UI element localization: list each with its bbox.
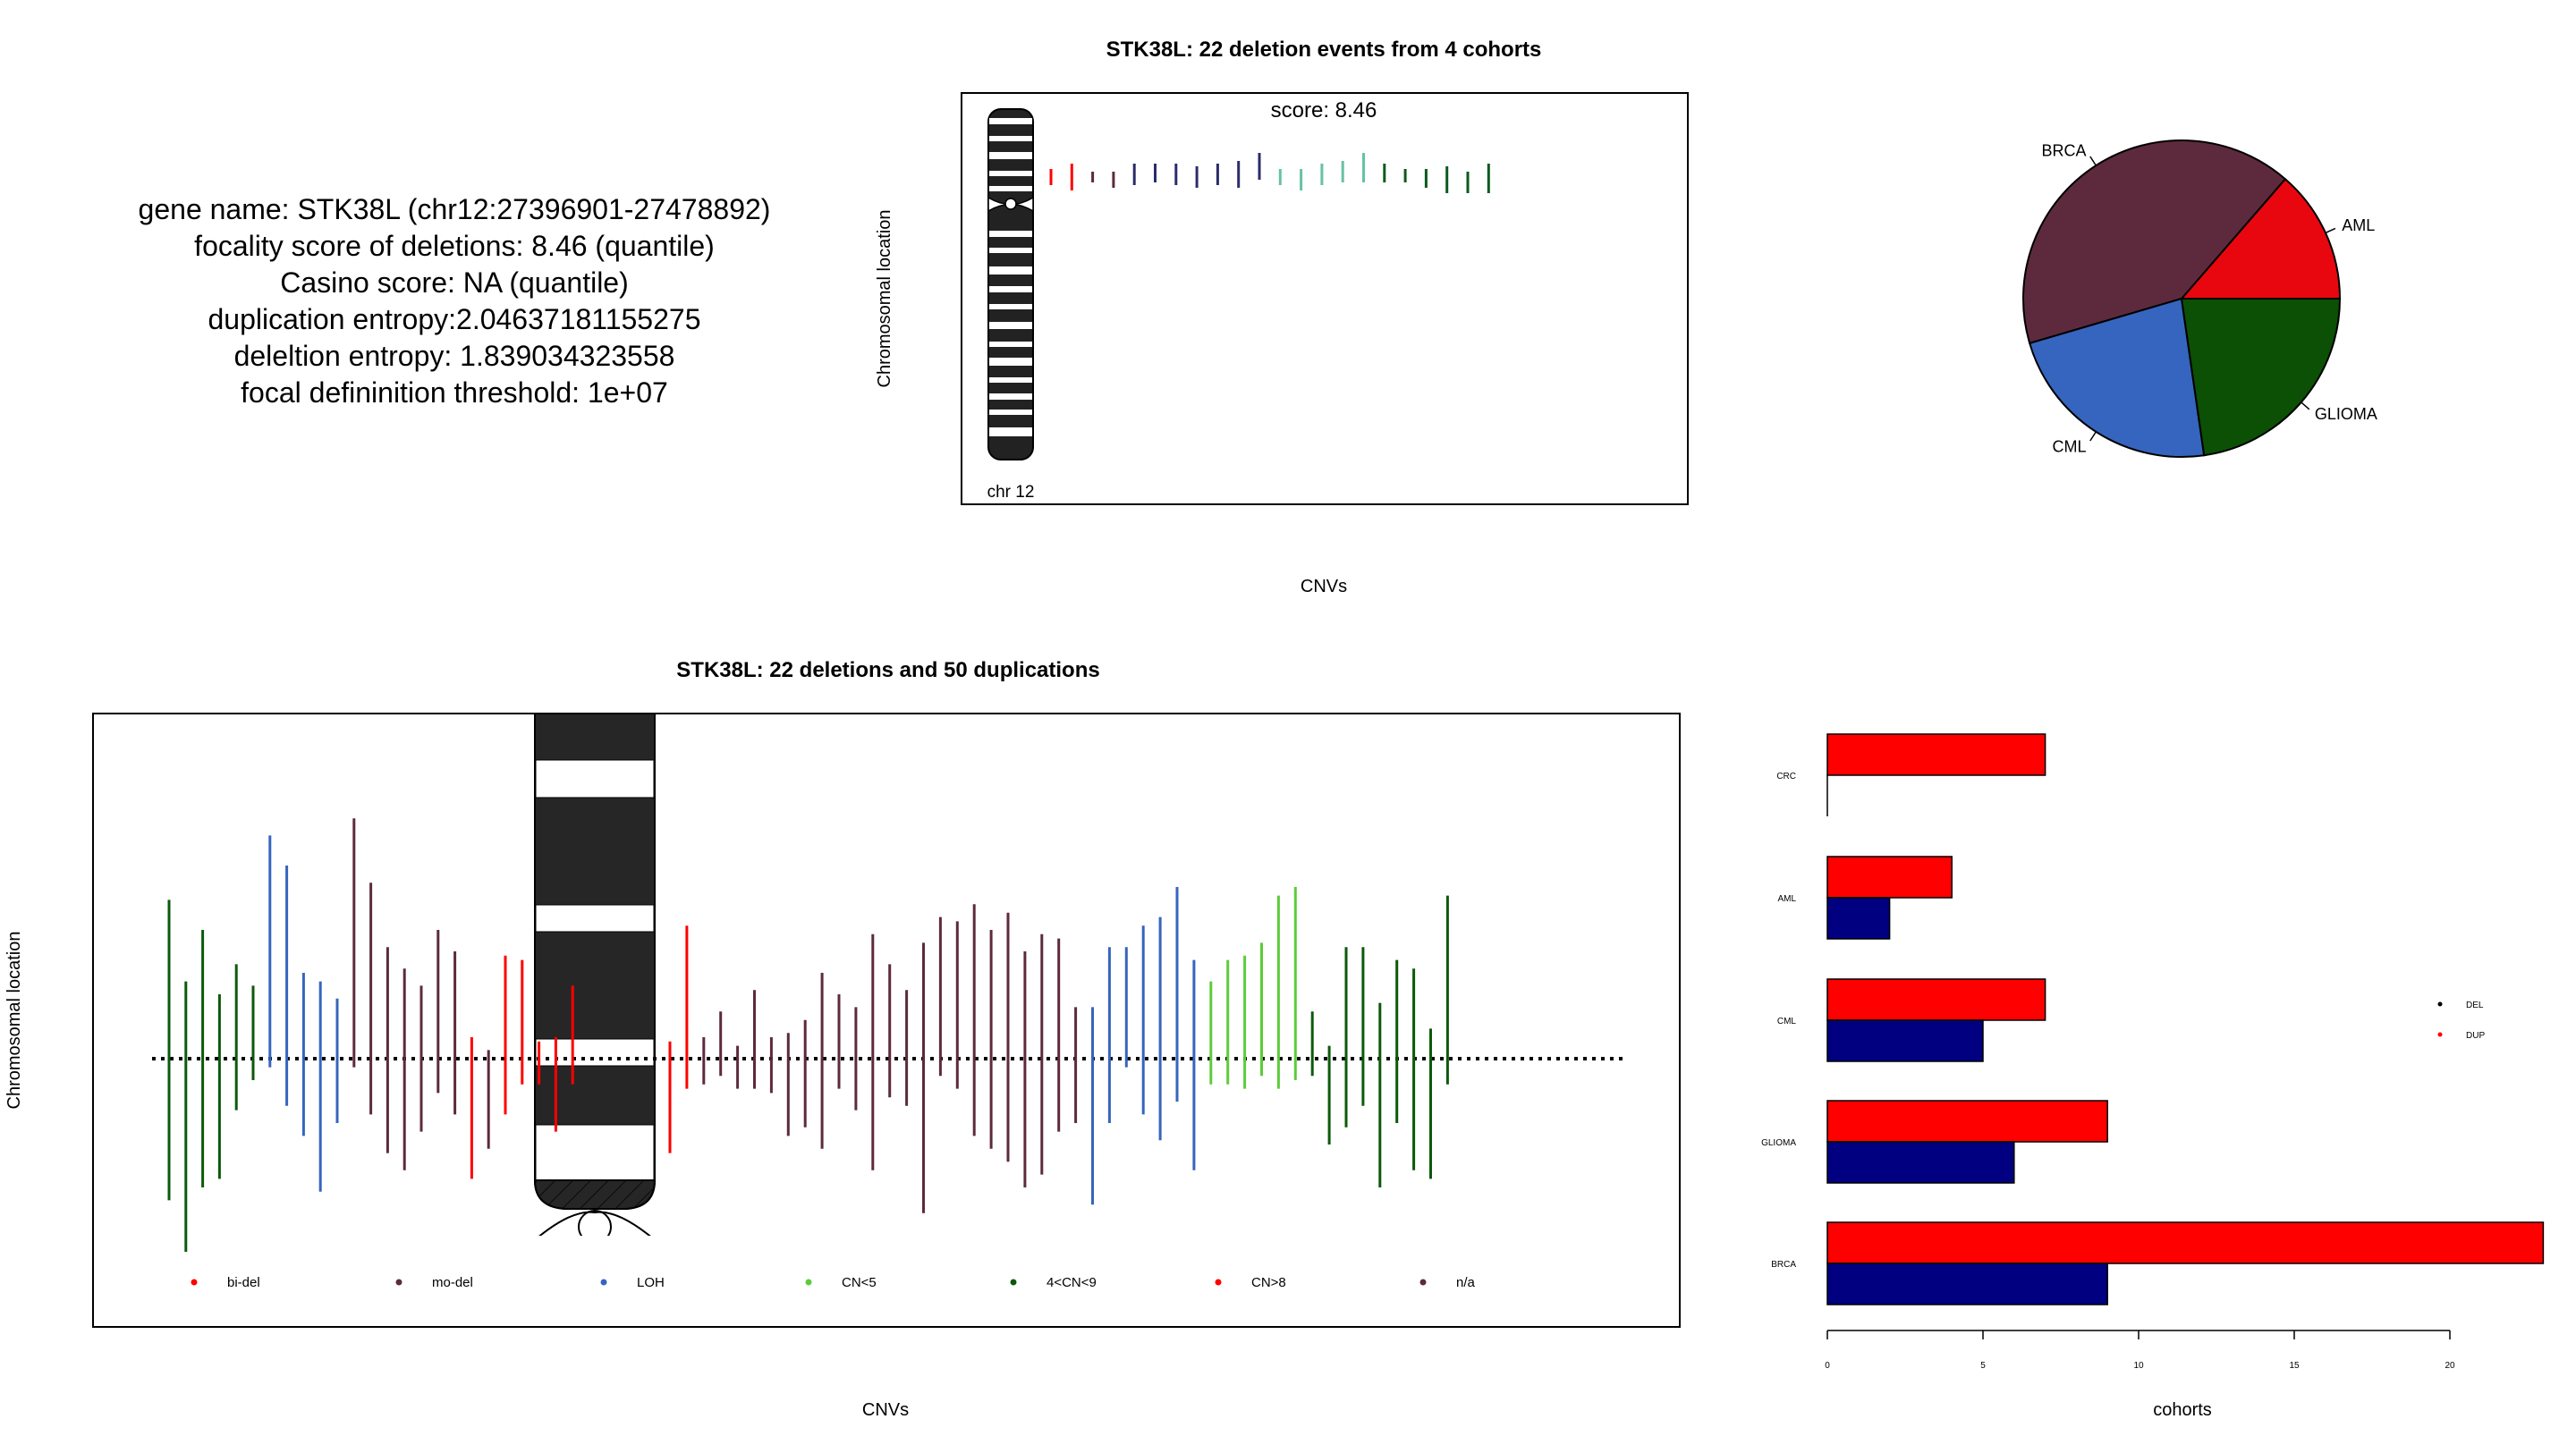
x-axis-label-bars: cohorts (2153, 1400, 2212, 1420)
info-deletion-entropy: deleltion entropy: 1.839034323558 (234, 340, 675, 372)
bar-dup-aml (1826, 856, 1953, 899)
legend-marker (395, 1279, 402, 1286)
pie-leader-line (2301, 401, 2310, 410)
pie-label-brca: BRCA (2041, 141, 2086, 159)
legend-label: CN>8 (1251, 1275, 1286, 1290)
legend-marker-del (2437, 1001, 2443, 1007)
pie-label-aml: AML (2342, 216, 2375, 234)
x-axis-label-bottom: CNVs (862, 1400, 909, 1420)
pie-leader-line (2089, 431, 2097, 442)
pie-leader-line (2089, 156, 2097, 166)
legend-label: LOH (637, 1275, 665, 1290)
cohort-bar-chart: BRCA GLIOMA CML AML CRC 0 5 10 15 20 cohorts DEL… (1761, 733, 2545, 1420)
bar-dup-glioma (1826, 1100, 2108, 1143)
bar-category-label: AML (1777, 894, 1796, 904)
bar-category-label: CML (1777, 1017, 1797, 1026)
bar-axis-tick-label: 0 (1825, 1361, 1830, 1371)
pie-label-glioma: GLIOMA (2315, 405, 2377, 423)
pie-slice-brca (2022, 139, 2287, 345)
info-casino-score: Casino score: NA (quantile) (280, 266, 629, 299)
plot-frame-bottom (92, 713, 1681, 1328)
plot-frame-top (961, 92, 1689, 505)
legend-label: 4<CN<9 (1046, 1275, 1097, 1290)
pie-slice-cml (2028, 297, 2206, 458)
info-gene-name: gene name: STK38L (chr12:27396901-274788… (139, 193, 771, 225)
info-text-block: gene name: STK38L (chr12:27396901-274788… (139, 193, 771, 409)
legend-marker (600, 1279, 607, 1286)
small-chromosome-ideogram (987, 108, 1034, 460)
cohort-pie-chart: AML BRCA CML GLIOMA (2022, 139, 2377, 458)
bar-axis-tick-label: 5 (1980, 1361, 1986, 1371)
deletions-duplications-chart: STK38L: 22 deletions and 50 duplications… (4, 658, 1681, 1420)
score-label: score: 8.46 (1271, 98, 1377, 122)
bar-legend: DEL DUP (2437, 1001, 2485, 1041)
bar-category-label: BRCA (1771, 1260, 1796, 1270)
info-duplication-entropy: duplication entropy:2.04637181155275 (208, 303, 701, 335)
pie-leader-line (2325, 227, 2336, 234)
legend-marker (1215, 1279, 1222, 1286)
legend-label: n/a (1456, 1275, 1476, 1290)
x-axis-label-top: CNVs (1301, 577, 1347, 596)
pie-slice-glioma (2180, 298, 2342, 457)
legend-marker (191, 1279, 198, 1286)
bar-category-label: CRC (1776, 772, 1796, 781)
legend-marker (1010, 1279, 1017, 1286)
large-chromosome-ideogram (533, 713, 657, 1236)
bar-axis-tick-label: 10 (2133, 1361, 2144, 1371)
info-focality-score: focality score of deletions: 8.46 (quant… (194, 230, 715, 262)
bar-dup-cml (1826, 978, 2046, 1021)
legend-label: CN<5 (842, 1275, 877, 1290)
bar-axis-tick-label: 20 (2445, 1361, 2455, 1371)
bar-category-label: GLIOMA (1761, 1138, 1796, 1148)
legend-label-del: DEL (2466, 1001, 2484, 1010)
bar-del-glioma (1826, 1141, 2015, 1184)
legend-marker (805, 1279, 812, 1286)
cnv-legend: bi-del mo-del LOH CN<5 4<CN<9 CN>8 n/a (191, 1275, 1476, 1290)
legend-marker-dup (2437, 1032, 2443, 1037)
bar-del-cml (1826, 1019, 1984, 1062)
bar-del-aml (1826, 897, 1891, 940)
legend-label: bi-del (227, 1275, 260, 1290)
bottom-cnv-segments (167, 818, 1449, 1252)
pie-labels: AML BRCA CML GLIOMA (2041, 141, 2377, 455)
y-axis-label-top: Chromosomal location (875, 210, 894, 388)
bar-dup-crc (1826, 733, 2046, 776)
chart-title-del-dup: STK38L: 22 deletions and 50 duplications (676, 658, 1099, 682)
bar-axis-tick-label: 15 (2289, 1361, 2300, 1371)
bar-dup-brca (1826, 1221, 2545, 1264)
pie-slices (2022, 139, 2342, 458)
pie-label-cml: CML (2052, 438, 2086, 456)
bar-marks (1826, 733, 2545, 1305)
bar-x-axis: 0 5 10 15 20 (1825, 1330, 2455, 1371)
chart-title-deletion-events: STK38L: 22 deletion events from 4 cohort… (1106, 38, 1542, 62)
bar-del-brca (1826, 1263, 2108, 1305)
legend-label-dup: DUP (2466, 1031, 2485, 1041)
y-axis-label-bottom: Chromosomal location (4, 932, 24, 1110)
deletion-events-chart: STK38L: 22 deletion events from 4 cohort… (875, 38, 1689, 596)
info-focal-threshold: focal defininition threshold: 1e+07 (241, 376, 668, 409)
chromosome-label: chr 12 (987, 483, 1035, 502)
legend-label: mo-del (432, 1275, 473, 1290)
legend-marker (1419, 1279, 1427, 1286)
top-cnv-segments (1049, 153, 1490, 193)
bar-category-labels: BRCA GLIOMA CML AML CRC (1761, 772, 1796, 1270)
